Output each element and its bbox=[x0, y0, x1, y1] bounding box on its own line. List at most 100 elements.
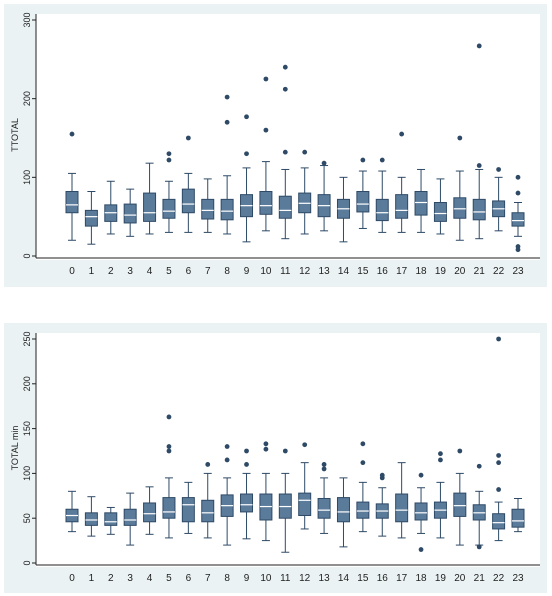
outlier-point bbox=[302, 149, 308, 155]
outlier-point bbox=[244, 114, 249, 120]
outlier-point bbox=[321, 160, 327, 166]
x-tick-label: 7 bbox=[205, 573, 211, 584]
x-tick-label: 20 bbox=[454, 266, 466, 277]
x-tick-label: 2 bbox=[108, 266, 114, 277]
x-tick-label: 18 bbox=[415, 573, 427, 584]
y-tick-label: 50 bbox=[22, 513, 32, 523]
outlier-point bbox=[302, 442, 308, 448]
box-iqr bbox=[433, 202, 447, 222]
box-iqr bbox=[414, 190, 428, 216]
y-tick-label: 200 bbox=[22, 91, 32, 106]
box-iqr bbox=[143, 192, 157, 222]
outlier-point bbox=[263, 76, 269, 82]
x-tick-label: 0 bbox=[69, 573, 75, 584]
outlier-point bbox=[457, 135, 463, 141]
box-iqr bbox=[201, 198, 215, 220]
y-tick-label: 200 bbox=[22, 376, 32, 391]
x-tick-label: 22 bbox=[493, 266, 505, 277]
x-tick-label: 3 bbox=[127, 266, 133, 277]
x-tick-label: 5 bbox=[166, 573, 172, 584]
box-iqr bbox=[472, 198, 486, 221]
box-7 bbox=[201, 178, 215, 233]
x-tick-label: 1 bbox=[89, 573, 95, 584]
box-22 bbox=[492, 167, 506, 232]
box-19 bbox=[433, 451, 447, 539]
x-tick-label: 2 bbox=[108, 573, 114, 584]
y-axis-title: TTOTAL bbox=[10, 118, 20, 152]
box-iqr bbox=[317, 497, 331, 519]
outlier-point bbox=[496, 453, 502, 458]
box-16 bbox=[375, 472, 389, 537]
box-iqr bbox=[453, 197, 467, 219]
y-tick-label: 0 bbox=[22, 253, 32, 258]
box-8 bbox=[220, 444, 234, 546]
x-tick-label: 14 bbox=[338, 573, 350, 584]
box-15 bbox=[356, 441, 370, 533]
box-22 bbox=[492, 336, 506, 542]
plot-area bbox=[36, 14, 540, 260]
box-iqr bbox=[453, 492, 467, 517]
outlier-point bbox=[515, 174, 521, 180]
box-23 bbox=[511, 497, 525, 533]
outlier-point bbox=[224, 94, 230, 100]
outlier-point bbox=[166, 448, 172, 454]
outlier-point bbox=[166, 444, 172, 449]
box-iqr bbox=[336, 497, 350, 523]
box-iqr bbox=[201, 499, 215, 523]
x-tick-label: 8 bbox=[224, 573, 230, 584]
outlier-point bbox=[263, 446, 269, 452]
outlier-point bbox=[379, 157, 385, 163]
box-11 bbox=[278, 448, 292, 553]
box-iqr bbox=[511, 508, 525, 528]
box-14 bbox=[336, 176, 350, 243]
outlier-point bbox=[438, 451, 443, 457]
box-10 bbox=[259, 441, 273, 542]
outlier-point bbox=[496, 336, 502, 342]
box-13 bbox=[317, 160, 331, 232]
x-tick-label: 16 bbox=[377, 573, 389, 584]
box-21 bbox=[472, 43, 486, 240]
x-tick-label: 11 bbox=[280, 573, 291, 584]
box-iqr bbox=[356, 501, 370, 519]
x-tick-label: 13 bbox=[319, 266, 331, 277]
box-iqr bbox=[395, 493, 409, 523]
box-18 bbox=[414, 168, 428, 233]
outlier-point bbox=[399, 131, 405, 137]
x-tick-label: 5 bbox=[166, 266, 172, 277]
box-12 bbox=[298, 149, 312, 235]
box-1 bbox=[84, 190, 98, 245]
x-tick-label: 8 bbox=[224, 266, 230, 277]
box-21 bbox=[472, 463, 486, 550]
box-9 bbox=[240, 448, 254, 540]
box-iqr bbox=[104, 512, 118, 526]
x-tick-label: 15 bbox=[357, 573, 369, 584]
x-tick-label: 15 bbox=[357, 266, 369, 277]
x-tick-label: 1 bbox=[89, 266, 95, 277]
box-iqr bbox=[123, 203, 137, 224]
outlier-point bbox=[166, 414, 172, 420]
x-tick-label: 12 bbox=[299, 573, 311, 584]
outlier-point bbox=[476, 544, 482, 550]
chart-panel-ttotal: 0 100 200 300 TTOTAL 0 1 2 3 4 5 6 7 8 9 10 11 12 13 14 15 16… bbox=[4, 4, 547, 287]
box-iqr bbox=[181, 188, 195, 214]
y-tick-label: 250 bbox=[22, 331, 32, 346]
box-iqr bbox=[123, 508, 137, 526]
box-iqr bbox=[181, 497, 195, 523]
box-16 bbox=[375, 157, 389, 233]
outlier-point bbox=[166, 151, 172, 157]
box-3 bbox=[123, 492, 137, 546]
outlier-point bbox=[496, 487, 502, 492]
outlier-point bbox=[244, 462, 249, 467]
box-11 bbox=[278, 64, 292, 240]
box-20 bbox=[453, 135, 467, 241]
outlier-point bbox=[224, 444, 230, 449]
x-tick-label: 3 bbox=[127, 573, 133, 584]
box-4 bbox=[143, 162, 157, 235]
outlier-point bbox=[438, 457, 443, 463]
outlier-point bbox=[282, 64, 288, 70]
outlier-point bbox=[321, 466, 327, 472]
outlier-point bbox=[476, 463, 482, 469]
box-0 bbox=[65, 490, 79, 533]
x-tick-label: 6 bbox=[186, 573, 192, 584]
